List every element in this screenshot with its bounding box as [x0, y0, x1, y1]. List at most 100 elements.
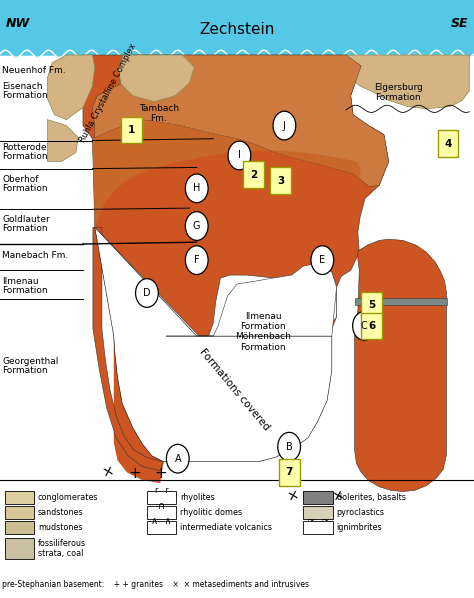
Polygon shape	[93, 227, 164, 471]
FancyBboxPatch shape	[121, 117, 142, 143]
Bar	[5, 506, 34, 519]
Polygon shape	[346, 55, 469, 109]
Polygon shape	[95, 227, 332, 462]
Circle shape	[185, 246, 208, 274]
Text: Eisenach: Eisenach	[2, 82, 43, 91]
Circle shape	[353, 312, 375, 340]
Text: sandstones: sandstones	[38, 508, 83, 517]
Text: 5: 5	[368, 300, 375, 310]
Text: Tambach
Fm.: Tambach Fm.	[139, 104, 179, 123]
Polygon shape	[166, 263, 337, 336]
Text: Möhrenbach
Formation: Möhrenbach Formation	[235, 332, 291, 352]
Text: Formations covered: Formations covered	[198, 347, 272, 433]
Text: intermediate volcanics: intermediate volcanics	[180, 523, 272, 532]
Text: ∧  ∧: ∧ ∧	[151, 516, 172, 526]
Text: Goldlauter: Goldlauter	[2, 215, 50, 224]
Text: 3: 3	[277, 176, 284, 185]
Text: I: I	[238, 151, 241, 160]
FancyBboxPatch shape	[361, 313, 382, 339]
Bar	[147, 506, 176, 519]
Polygon shape	[95, 227, 164, 483]
Text: Manebach Fm.: Manebach Fm.	[2, 251, 69, 260]
Text: +: +	[309, 489, 321, 504]
Polygon shape	[355, 239, 447, 492]
Polygon shape	[92, 120, 360, 227]
Bar	[5, 491, 34, 504]
Circle shape	[185, 174, 208, 203]
Text: pyroclastics: pyroclastics	[337, 508, 384, 517]
Text: Formation: Formation	[2, 224, 48, 233]
Text: Elgersburg
Formation: Elgersburg Formation	[374, 83, 423, 102]
Circle shape	[228, 141, 251, 170]
FancyBboxPatch shape	[243, 161, 264, 188]
Polygon shape	[47, 120, 78, 161]
FancyBboxPatch shape	[279, 459, 300, 486]
Text: Formation: Formation	[2, 152, 48, 161]
Text: 4: 4	[444, 139, 452, 148]
Bar	[5, 538, 34, 559]
Text: ~  ~: ~ ~	[307, 516, 329, 526]
Text: rhyolites: rhyolites	[180, 493, 215, 502]
Text: fossiliferous
strata, coal: fossiliferous strata, coal	[38, 539, 86, 558]
Text: 2: 2	[250, 170, 257, 179]
Circle shape	[136, 279, 158, 307]
Text: rhyolitic domes: rhyolitic domes	[180, 508, 242, 517]
Polygon shape	[118, 55, 194, 102]
Text: C: C	[361, 321, 367, 331]
Text: Zechstein: Zechstein	[199, 22, 275, 38]
Text: 1: 1	[128, 125, 136, 135]
Text: dolerites, basalts: dolerites, basalts	[337, 493, 405, 502]
Text: B: B	[286, 442, 292, 451]
Bar	[303, 521, 333, 534]
Text: D: D	[143, 288, 151, 298]
FancyBboxPatch shape	[270, 167, 291, 194]
Text: Rotterode: Rotterode	[2, 143, 47, 152]
Polygon shape	[47, 55, 95, 120]
Text: Oberhof: Oberhof	[2, 175, 39, 184]
Text: E: E	[319, 255, 325, 265]
Text: Formation: Formation	[2, 285, 48, 295]
Text: F: F	[194, 255, 200, 265]
Polygon shape	[92, 55, 389, 187]
Text: +: +	[155, 466, 167, 481]
Text: Georgenthal: Georgenthal	[2, 357, 59, 367]
Bar	[147, 491, 176, 504]
Bar	[5, 521, 34, 534]
Text: Formation: Formation	[2, 91, 48, 100]
Circle shape	[311, 246, 334, 274]
Text: conglomerates: conglomerates	[38, 493, 99, 502]
Text: SE: SE	[451, 17, 468, 30]
Polygon shape	[197, 263, 337, 336]
Text: H: H	[193, 184, 201, 193]
Circle shape	[166, 444, 189, 473]
Circle shape	[278, 432, 301, 461]
Bar	[303, 506, 333, 519]
Text: ∩: ∩	[158, 501, 165, 511]
Text: ×: ×	[330, 488, 345, 505]
Text: +: +	[129, 466, 141, 481]
FancyBboxPatch shape	[438, 130, 458, 157]
Text: 6: 6	[368, 321, 375, 331]
Circle shape	[273, 111, 296, 140]
Bar	[355, 298, 447, 305]
Text: Ruhla Crystalline Complex: Ruhla Crystalline Complex	[78, 42, 138, 144]
Bar	[303, 491, 333, 504]
Text: G: G	[193, 221, 201, 231]
Text: J: J	[283, 121, 286, 130]
Text: NW: NW	[6, 17, 30, 30]
Bar	[147, 521, 176, 534]
Circle shape	[185, 212, 208, 240]
Text: ×: ×	[100, 464, 116, 481]
Text: Formation: Formation	[2, 366, 48, 376]
Text: r   r: r r	[155, 486, 168, 496]
Text: pre-Stephanian basement:    + + granites    ×  × metasediments and intrusives: pre-Stephanian basement: + + granites × …	[2, 580, 310, 590]
Text: ignimbrites: ignimbrites	[337, 523, 382, 532]
Text: Formation: Formation	[2, 184, 48, 193]
FancyBboxPatch shape	[361, 292, 382, 318]
Text: Neuenhof Fm.: Neuenhof Fm.	[2, 66, 66, 75]
Text: Ilmenau
Formation: Ilmenau Formation	[240, 312, 286, 331]
Text: ×: ×	[285, 488, 301, 505]
Text: A: A	[174, 454, 181, 463]
Text: Ilmenau: Ilmenau	[2, 276, 39, 286]
Polygon shape	[83, 55, 389, 336]
